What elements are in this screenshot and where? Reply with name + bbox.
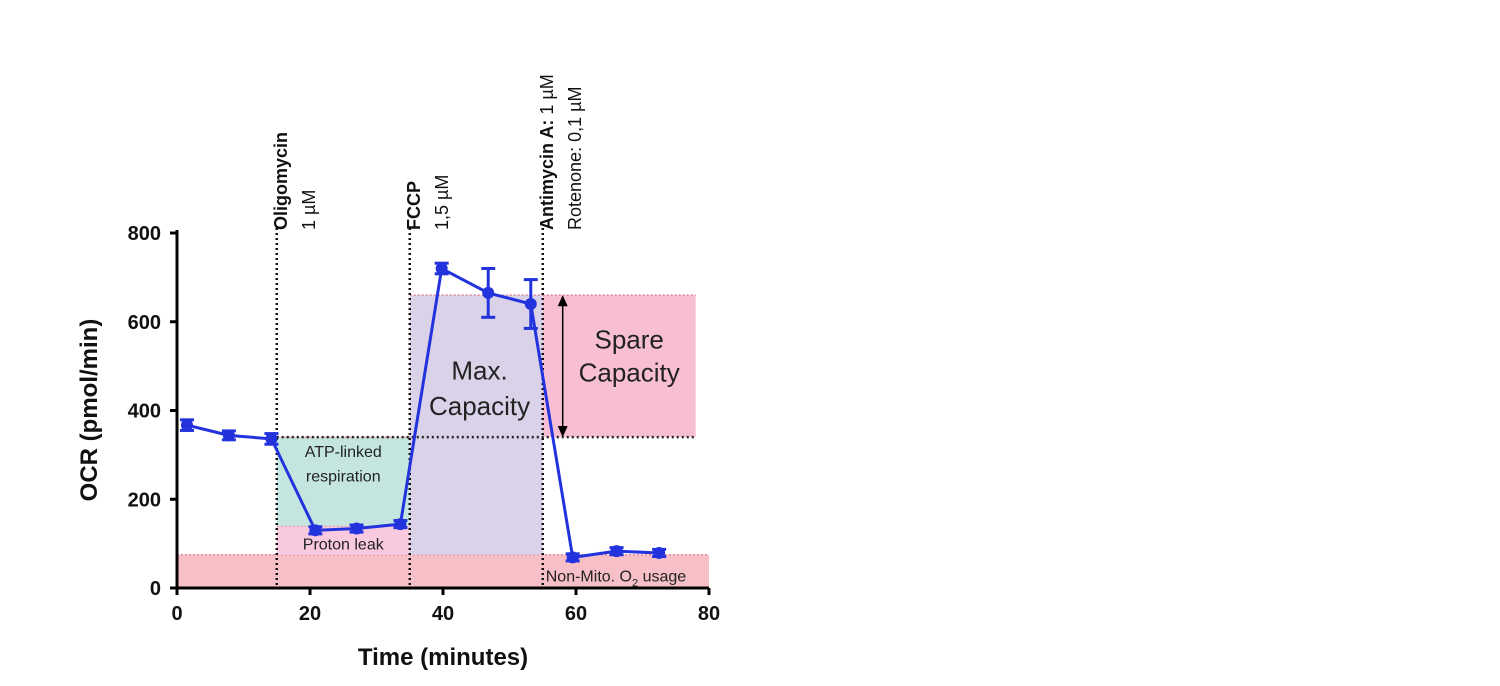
- data-point: [566, 551, 579, 564]
- data-point: [309, 524, 322, 537]
- data-point: [222, 429, 235, 442]
- x-tick-label: 40: [432, 603, 454, 625]
- data-point: [653, 546, 666, 559]
- injection-dose-1: 1,5 µM: [432, 175, 452, 230]
- injection-label-0: Oligomycin: [271, 132, 291, 230]
- region-4: [542, 295, 696, 438]
- data-point: [524, 298, 537, 310]
- region-label-spare: Spare: [595, 324, 664, 354]
- region-label-max-2: Capacity: [429, 391, 530, 421]
- regions: [177, 294, 709, 588]
- series: [179, 261, 667, 564]
- x-tick-label: 0: [171, 603, 182, 625]
- x-tick-label: 60: [565, 603, 587, 625]
- labels: Non-Mito. O2 usage Proton leak ATP-linked r…: [271, 74, 687, 589]
- injection-dose-0: 1 µM: [299, 190, 319, 230]
- region-label-spare-2: Capacity: [579, 358, 680, 388]
- region-label-atp-2: respiration: [306, 469, 381, 486]
- injection-label-1: FCCP: [404, 181, 424, 230]
- y-tick-label: 0: [150, 578, 161, 600]
- injection-label-2: Antimycin A: 1 µM: [537, 74, 557, 230]
- region-label-atp: ATP-linked: [305, 444, 382, 461]
- region-label-proton-leak: Proton leak: [303, 537, 385, 554]
- region-3: [409, 295, 543, 555]
- region-label-max: Max.: [451, 355, 507, 385]
- y-tick-label: 200: [128, 489, 161, 511]
- x-axis-label: Time (minutes): [358, 644, 528, 671]
- guides: [275, 228, 696, 588]
- x-tick-label: 80: [698, 603, 720, 625]
- region-0: [177, 554, 709, 588]
- data-point: [180, 419, 193, 432]
- data-point: [482, 286, 495, 299]
- data-point: [394, 518, 407, 531]
- data-point: [435, 262, 448, 275]
- y-tick-label: 600: [128, 312, 161, 334]
- arrow-down-icon: [557, 426, 568, 438]
- y-tick-label: 400: [128, 401, 161, 423]
- data-point: [265, 432, 278, 445]
- x-tick-label: 20: [299, 603, 321, 625]
- arrow-up-icon: [557, 295, 568, 307]
- region-1: [276, 525, 410, 555]
- data-point: [610, 545, 623, 558]
- y-tick-label: 800: [128, 223, 161, 245]
- series-line: [186, 266, 660, 560]
- region-label-non-mito: Non-Mito. O2 usage: [546, 568, 687, 589]
- region-2: [276, 437, 410, 526]
- y-axis-label: OCR (pmol/min): [76, 319, 103, 502]
- data-point: [350, 522, 363, 535]
- injection-dose-2: Rotenone: 0,1 µM: [565, 87, 585, 230]
